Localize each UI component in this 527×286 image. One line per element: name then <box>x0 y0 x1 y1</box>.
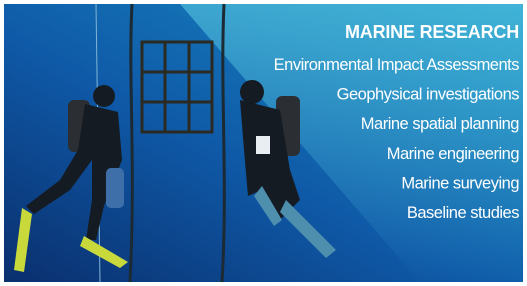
service-item: Marine surveying <box>401 174 519 192</box>
page: {"banner": {"title": "MARINE RESEARCH", … <box>0 0 527 286</box>
service-item: Marine engineering <box>387 145 520 163</box>
service-item: Baseline studies <box>407 204 519 222</box>
service-item: Marine spatial planning <box>361 115 520 133</box>
service-item: Environmental Impact Assessments <box>274 56 520 74</box>
banner: MARINE RESEARCH Environmental Impact Ass… <box>0 0 527 286</box>
title: MARINE RESEARCH <box>345 22 519 42</box>
service-item: Geophysical investigations <box>337 86 520 104</box>
